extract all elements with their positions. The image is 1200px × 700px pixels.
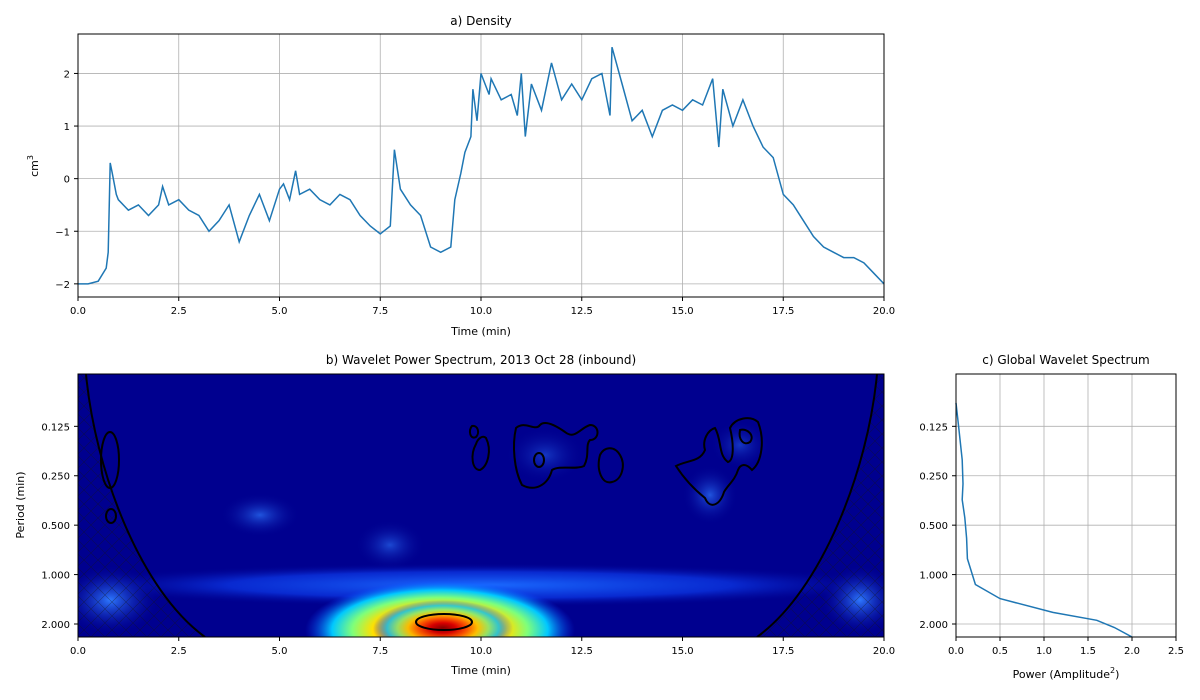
global-wavelet-panel: c) Global Wavelet Spectrum 0.0 0.5 1.0 1.5 2…: [919, 353, 1184, 681]
global-x-tick-label: 1.0: [1036, 646, 1052, 657]
density-x-tick-label: 2.5: [171, 306, 187, 317]
wavelet-x-tick-label: 20.0: [873, 646, 895, 657]
density-x-tick-label: 10.0: [470, 306, 492, 317]
global-ticks: 0.0 0.5 1.0 1.5 2.0 2.5 0.125 0.250 0.500 1.000 2.…: [919, 422, 1184, 657]
wavelet-y-tick-label: 2.000: [41, 620, 70, 631]
wavelet-x-axis-label: Time (min): [450, 664, 511, 677]
wavelet-x-tick-label: 7.5: [372, 646, 388, 657]
cone-of-influence-hatch-right: [757, 374, 884, 637]
global-x-label-text: Power (Amplitude: [1013, 668, 1111, 681]
global-x-label-exponent: 2: [1110, 666, 1115, 675]
wavelet-heatmap: [78, 374, 884, 637]
wavelet-x-tick-label: 5.0: [272, 646, 288, 657]
density-y-tick-label: −1: [55, 227, 70, 238]
wavelet-y-axis-label: Period (min): [14, 471, 27, 538]
global-y-tick-label: 0.125: [919, 422, 948, 433]
density-x-tick-label: 7.5: [372, 306, 388, 317]
cone-of-influence-right: [756, 374, 878, 637]
density-x-tick-label: 15.0: [671, 306, 693, 317]
density-y-tick-label: 0: [64, 175, 70, 186]
wavelet-power-panel: b) Wavelet Power Spectrum, 2013 Oct 28 (…: [14, 353, 895, 677]
global-x-axis-label: Power (Amplitude2): [1013, 666, 1120, 681]
density-y-unit: cm: [28, 160, 41, 177]
density-y-unit-exponent: 3: [26, 155, 35, 160]
density-x-tick-label: 20.0: [873, 306, 895, 317]
global-spectrum-line: [955, 402, 1133, 638]
density-series-line: [78, 47, 885, 285]
density-y-tick-label: 1: [64, 122, 70, 133]
wavelet-x-tick-label: 17.5: [772, 646, 794, 657]
density-x-tick-label: 5.0: [272, 306, 288, 317]
global-y-tick-label: 0.500: [919, 521, 948, 532]
wavelet-x-tick-label: 10.0: [470, 646, 492, 657]
global-x-tick-label: 2.0: [1124, 646, 1140, 657]
wavelet-y-tick-label: 0.250: [41, 472, 70, 483]
wavelet-x-tick-label: 2.5: [171, 646, 187, 657]
wavelet-y-tick-label: 0.125: [41, 422, 70, 433]
density-y-tick-label: 2: [64, 69, 70, 80]
density-x-tick-label: 12.5: [571, 306, 593, 317]
significance-contours: [100, 417, 763, 631]
wavelet-ticks: 0.0 2.5 5.0 7.5 10.0 12.5 15.0 17.5 20.0 0.125 0.2…: [41, 422, 895, 657]
global-y-tick-label: 2.000: [919, 620, 948, 631]
density-x-tick-label: 0.0: [70, 306, 86, 317]
wavelet-y-tick-label: 1.000: [41, 571, 70, 582]
density-y-axis-label: cm3: [26, 155, 41, 177]
cone-of-influence-left: [85, 374, 206, 637]
density-x-axis-label: Time (min): [450, 325, 511, 338]
global-x-tick-label: 1.5: [1080, 646, 1096, 657]
wavelet-y-tick-label: 0.500: [41, 521, 70, 532]
global-y-tick-label: 0.250: [919, 472, 948, 483]
cone-of-influence-hatch-left: [78, 374, 205, 637]
density-y-tick-label: −2: [55, 280, 70, 291]
density-plot-frame: [77, 33, 885, 298]
density-title: a) Density: [450, 14, 511, 28]
global-y-tick-label: 1.000: [919, 571, 948, 582]
wavelet-x-tick-label: 15.0: [671, 646, 693, 657]
wavelet-x-tick-label: 12.5: [571, 646, 593, 657]
global-plot-frame: [955, 373, 1177, 638]
wavelet-x-tick-label: 0.0: [70, 646, 86, 657]
global-x-tick-label: 2.5: [1168, 646, 1184, 657]
wavelet-title: b) Wavelet Power Spectrum, 2013 Oct 28 (…: [326, 353, 636, 367]
global-title: c) Global Wavelet Spectrum: [982, 353, 1150, 367]
density-x-tick-label: 17.5: [772, 306, 794, 317]
global-gridlines: [955, 374, 1177, 637]
density-panel: a) Density 0.0 2.5 5.0 7.5 10.0 12.5 15.0 17.5 2…: [26, 14, 895, 338]
density-ticks: 0.0 2.5 5.0 7.5 10.0 12.5 15.0 17.5 20.0 −2 −1 0 1 2: [55, 69, 895, 317]
global-x-tick-label: 0.0: [948, 646, 964, 657]
wavelet-plot-frame: [77, 373, 885, 638]
global-x-tick-label: 0.5: [992, 646, 1008, 657]
global-x-label-suffix: ): [1115, 668, 1119, 681]
